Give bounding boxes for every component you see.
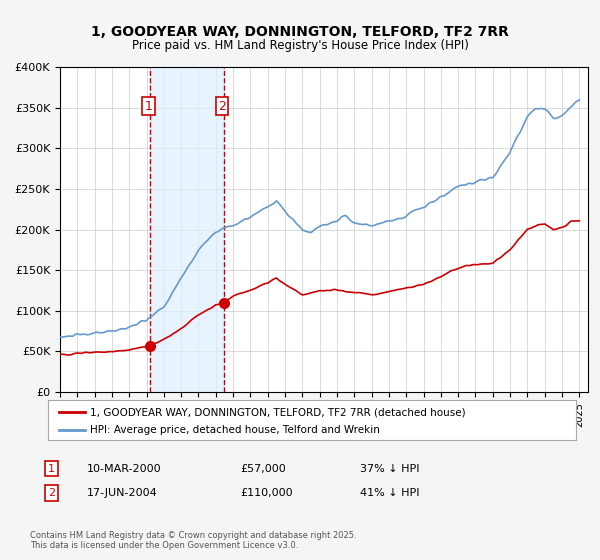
Text: Contains HM Land Registry data © Crown copyright and database right 2025.
This d: Contains HM Land Registry data © Crown c…	[30, 530, 356, 550]
Text: £57,000: £57,000	[240, 464, 286, 474]
Text: 10-MAR-2000: 10-MAR-2000	[87, 464, 161, 474]
Text: 1, GOODYEAR WAY, DONNINGTON, TELFORD, TF2 7RR (detached house): 1, GOODYEAR WAY, DONNINGTON, TELFORD, TF…	[90, 407, 466, 417]
Text: 37% ↓ HPI: 37% ↓ HPI	[360, 464, 419, 474]
Text: 1, GOODYEAR WAY, DONNINGTON, TELFORD, TF2 7RR: 1, GOODYEAR WAY, DONNINGTON, TELFORD, TF…	[91, 25, 509, 39]
Text: £110,000: £110,000	[240, 488, 293, 498]
Text: HPI: Average price, detached house, Telford and Wrekin: HPI: Average price, detached house, Telf…	[90, 425, 380, 435]
Text: 17-JUN-2004: 17-JUN-2004	[87, 488, 158, 498]
Text: 2: 2	[48, 488, 55, 498]
Text: 1: 1	[145, 100, 152, 113]
Bar	[150, 67, 224, 392]
Text: Price paid vs. HM Land Registry's House Price Index (HPI): Price paid vs. HM Land Registry's House …	[131, 39, 469, 52]
Text: 2: 2	[218, 100, 226, 113]
Text: 1: 1	[48, 464, 55, 474]
Text: 41% ↓ HPI: 41% ↓ HPI	[360, 488, 419, 498]
